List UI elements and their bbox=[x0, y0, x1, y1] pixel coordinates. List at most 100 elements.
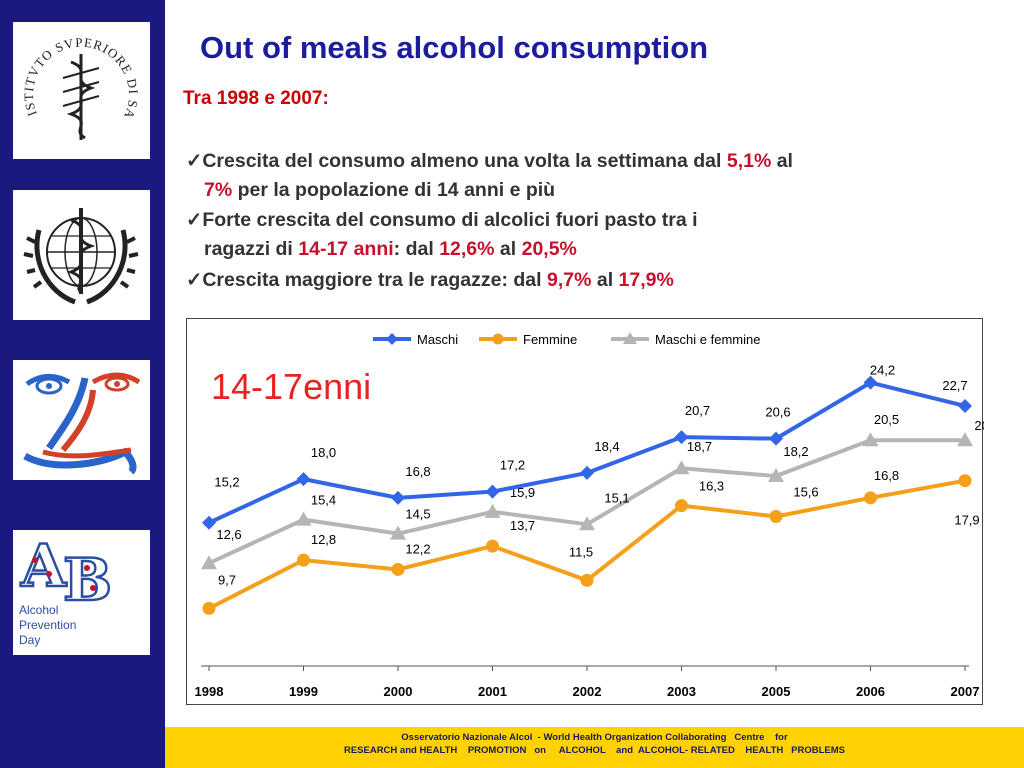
iss-logo-text: ISTITVTO SVPERIORE DI SANITÀ bbox=[13, 22, 140, 122]
data-point bbox=[864, 491, 877, 505]
bullet-2-continuation: ragazzi di 14-17 anni: dal 12,6% al 20,5… bbox=[204, 238, 577, 260]
who-emblem-icon bbox=[23, 208, 139, 305]
data-label: 11,5 bbox=[569, 544, 593, 559]
data-label: 18,2 bbox=[783, 444, 808, 459]
data-label: 9,7 bbox=[218, 572, 236, 587]
data-label: 20,5 bbox=[874, 412, 899, 427]
bullet-3: ✓Crescita maggiore tra le ragazze: dal 9… bbox=[186, 269, 674, 291]
face-logo bbox=[13, 360, 150, 480]
data-label: 22,7 bbox=[942, 378, 967, 393]
legend-marker bbox=[386, 333, 398, 345]
data-point bbox=[674, 430, 689, 445]
data-point bbox=[202, 515, 216, 530]
page-title: Out of meals alcohol consumption bbox=[200, 30, 709, 65]
data-label: 20,7 bbox=[685, 403, 710, 418]
data-label: 12,2 bbox=[405, 541, 430, 556]
data-point bbox=[673, 460, 690, 475]
footer-line-2: RESEARCH and HEALTH PROMOTION on ALCOHOL… bbox=[343, 745, 846, 756]
x-tick-label: 1998 bbox=[195, 684, 224, 699]
x-tick-label: 1999 bbox=[289, 684, 318, 699]
who-logo bbox=[13, 190, 150, 320]
data-label: 18,7 bbox=[687, 439, 712, 454]
data-point bbox=[580, 573, 594, 587]
x-tick-label: 2005 bbox=[762, 684, 791, 699]
footer: Osservatorio Nazionale Alcol - World Hea… bbox=[165, 727, 1024, 768]
data-label: 20,6 bbox=[765, 405, 790, 420]
data-point bbox=[769, 431, 783, 446]
x-tick-label: 2003 bbox=[667, 684, 696, 699]
x-tick-label: 2006 bbox=[856, 684, 885, 699]
data-label: 24,2 bbox=[870, 363, 895, 378]
data-label: 15,6 bbox=[793, 485, 818, 500]
bullet-1: ✓Crescita del consumo almeno una volta l… bbox=[186, 150, 793, 172]
data-point bbox=[391, 562, 405, 576]
data-point bbox=[958, 398, 972, 413]
series-maschi: 15,2 18,0 16,8 17,2 18,4 20,7 20,6 24,2 22,7 bbox=[202, 363, 972, 530]
data-label: 15,4 bbox=[311, 493, 336, 508]
data-point bbox=[862, 432, 879, 447]
legend-label: Maschi bbox=[417, 332, 458, 347]
data-label: 18,0 bbox=[311, 445, 336, 460]
data-point bbox=[295, 511, 312, 526]
data-label: 17,2 bbox=[500, 458, 525, 473]
data-point bbox=[296, 472, 311, 487]
data-point bbox=[769, 510, 783, 524]
data-point bbox=[391, 490, 405, 505]
data-label: 12,6 bbox=[216, 527, 241, 542]
iss-logo: ISTITVTO SVPERIORE DI SANITÀ bbox=[13, 22, 150, 159]
data-point bbox=[202, 601, 216, 615]
data-label: 13,7 bbox=[510, 518, 535, 533]
footer-line-1: Osservatorio Nazionale Alcol - World Hea… bbox=[401, 732, 788, 743]
data-point bbox=[390, 525, 406, 540]
data-point bbox=[957, 432, 973, 447]
apd-emblem-icon: A B Alcohol Prevention Day bbox=[19, 531, 114, 647]
data-point bbox=[579, 516, 595, 531]
bullet-1-continuation: 7% per la popolazione di 14 anni e più bbox=[204, 179, 556, 201]
data-point bbox=[768, 468, 784, 483]
subtitle: Tra 1998 e 2007: bbox=[183, 88, 329, 109]
x-tick-label: 2000 bbox=[384, 684, 413, 699]
legend-label: Femmine bbox=[523, 332, 577, 347]
data-label: 17,9 bbox=[954, 513, 979, 528]
legend: Maschi Femmine Maschi e femmine bbox=[373, 332, 760, 347]
data-label: 16,3 bbox=[699, 479, 724, 494]
data-label: 12,8 bbox=[311, 532, 336, 547]
x-tick-label: 2001 bbox=[478, 684, 507, 699]
svg-text:A: A bbox=[20, 532, 67, 600]
data-point bbox=[486, 539, 499, 553]
svg-text:B: B bbox=[63, 546, 112, 614]
data-point bbox=[675, 499, 688, 513]
data-point bbox=[484, 503, 501, 518]
data-label: 18,4 bbox=[594, 439, 619, 454]
alcohol-prevention-day-logo: A B Alcohol Prevention Day bbox=[13, 530, 150, 655]
bullet-2: ✓Forte crescita del consumo di alcolici … bbox=[186, 209, 698, 231]
sidebar: ISTITVTO SVPERIORE DI SANITÀ bbox=[0, 0, 165, 768]
apd-text-day: Day bbox=[19, 633, 40, 647]
data-point bbox=[580, 465, 594, 480]
data-label: 20,5 bbox=[974, 418, 984, 433]
data-point bbox=[958, 474, 972, 488]
data-point bbox=[201, 555, 217, 570]
data-point bbox=[485, 484, 500, 499]
apd-text-prevention: Prevention bbox=[19, 618, 76, 632]
chart-annotation: 14-17enni bbox=[211, 366, 371, 407]
line-chart: 1998 1999 2000 2001 2002 2003 2005 2006 2007 14-1… bbox=[195, 332, 984, 699]
data-label: 15,2 bbox=[214, 475, 239, 490]
data-label: 16,8 bbox=[874, 468, 899, 483]
x-tick-label: 2002 bbox=[573, 684, 602, 699]
iss-emblem-icon: ISTITVTO SVPERIORE DI SANITÀ bbox=[13, 22, 141, 140]
data-label: 15,1 bbox=[604, 490, 629, 505]
face-drawing-icon bbox=[23, 372, 141, 475]
data-point bbox=[863, 375, 878, 390]
data-label: 16,8 bbox=[405, 464, 430, 479]
series-maschi-e-femmine: 12,615,414,515,915,118,718,220,520,5 bbox=[201, 412, 984, 570]
data-point bbox=[297, 553, 310, 567]
legend-label: Maschi e femmine bbox=[655, 332, 760, 347]
apd-text-alcohol: Alcohol bbox=[19, 603, 58, 617]
legend-marker bbox=[623, 332, 637, 344]
data-label: 14,5 bbox=[405, 507, 430, 522]
legend-marker bbox=[492, 333, 504, 345]
x-tick-label: 2007 bbox=[951, 684, 980, 699]
chart-frame: 1998 1999 2000 2001 2002 2003 2005 2006 2007 14-1… bbox=[186, 318, 984, 705]
svg-text:ISTITVTO SVPERIORE DI SANITÀ: ISTITVTO SVPERIORE DI SANITÀ bbox=[13, 22, 141, 122]
